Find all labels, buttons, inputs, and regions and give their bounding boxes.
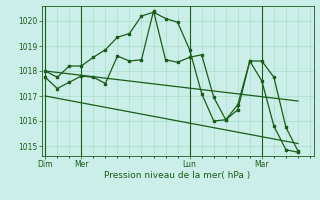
X-axis label: Pression niveau de la mer( hPa ): Pression niveau de la mer( hPa ) [104,171,251,180]
